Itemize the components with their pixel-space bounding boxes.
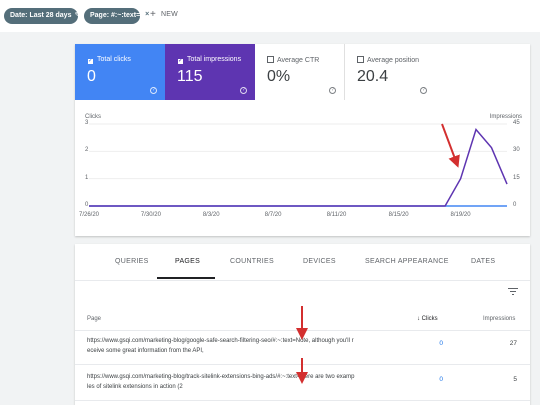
help-icon[interactable]: ? <box>329 87 336 94</box>
performance-chart <box>89 123 508 207</box>
divider <box>75 364 530 365</box>
metric-total-clicks[interactable]: ✓ Total clicks 0 ? <box>75 44 165 100</box>
left-axis-tick: 3 <box>85 120 89 126</box>
right-axis-tick: 0 <box>513 202 517 208</box>
new-filter-label: NEW <box>161 11 178 18</box>
performance-card: ✓ Total clicks 0 ? ✓ Total impressions 115… <box>75 44 530 236</box>
metric-average-position[interactable]: Average position 20.4 ? <box>345 44 435 100</box>
metric-label: Total impressions <box>187 56 242 63</box>
metric-value: 115 <box>177 68 203 85</box>
divider <box>75 280 530 281</box>
left-axis-tick: 0 <box>85 202 89 208</box>
clicks-cell: 0 <box>439 340 443 347</box>
date-filter-label: Date: Last 28 days <box>10 12 72 19</box>
page-filter-label: Page: #:~:text= <box>90 12 141 19</box>
sort-arrow-icon: ↓ <box>417 316 420 322</box>
filter-rows-icon[interactable] <box>508 288 518 296</box>
close-icon[interactable]: × <box>143 11 152 20</box>
help-icon[interactable]: ? <box>420 87 427 94</box>
tab-devices[interactable]: DEVICES <box>303 258 336 265</box>
page-url-line: les of sitelink extensions in action (2 <box>87 384 183 390</box>
tab-countries[interactable]: COUNTRIES <box>230 258 274 265</box>
metric-label: Average CTR <box>277 57 320 64</box>
edit-icon[interactable]: ✎ <box>74 12 81 19</box>
tab-queries[interactable]: QUERIES <box>115 258 149 265</box>
metric-value: 20.4 <box>357 68 389 85</box>
plus-icon: + <box>150 9 157 20</box>
right-axis-title: Impressions <box>489 114 522 120</box>
divider <box>75 330 530 331</box>
tab-dates[interactable]: DATES <box>471 258 496 265</box>
left-axis-title: Clicks <box>85 114 101 120</box>
filter-bar: Date: Last 28 days ✎ Page: #:~:text= × + NE… <box>0 0 540 32</box>
x-axis-tick: 8/7/20 <box>264 212 282 218</box>
checkbox-checked-icon[interactable]: ✓ <box>177 58 184 65</box>
page-url-line: https://www.gsqi.com/marketing-blog/goog… <box>87 338 354 344</box>
impressions-cell: 27 <box>509 340 517 347</box>
checkbox-checked-icon[interactable]: ✓ <box>87 58 94 65</box>
x-axis-tick: 8/19/20 <box>450 212 471 218</box>
metric-value: 0 <box>87 68 96 85</box>
clicks-cell: 0 <box>439 376 443 383</box>
page-url-cell[interactable]: https://www.gsqi.com/marketing-blog/trac… <box>87 372 387 392</box>
date-filter-chip[interactable]: Date: Last 28 days ✎ <box>4 8 81 24</box>
column-header-clicks[interactable]: ↓ Clicks <box>417 316 438 322</box>
x-axis-tick: 8/11/20 <box>326 212 347 218</box>
metric-total-impressions[interactable]: ✓ Total impressions 115 ? <box>165 44 255 100</box>
impressions-cell: 5 <box>513 376 517 383</box>
checkbox-empty-icon[interactable] <box>267 56 274 63</box>
active-tab-indicator <box>157 277 215 279</box>
x-axis-tick: 8/15/20 <box>388 212 409 218</box>
right-axis-tick: 15 <box>513 174 520 181</box>
checkbox-empty-icon[interactable] <box>357 56 364 63</box>
column-header-page[interactable]: Page <box>87 316 102 322</box>
dimension-table-card: QUERIES PAGES COUNTRIES DEVICES SEARCH A… <box>75 244 530 405</box>
page-filter-chip[interactable]: Page: #:~:text= × <box>84 8 152 24</box>
metric-label: Total clicks <box>97 56 131 63</box>
page-url-line: eceive some great information from the A… <box>87 348 204 354</box>
dimension-tabs: QUERIES PAGES COUNTRIES DEVICES SEARCH A… <box>75 244 530 280</box>
right-axis-tick: 45 <box>513 120 520 126</box>
page-url-cell[interactable]: https://www.gsqi.com/marketing-blog/goog… <box>87 336 387 356</box>
column-header-impressions[interactable]: Impressions <box>483 316 516 322</box>
page-url-line: https://www.gsqi.com/marketing-blog/trac… <box>87 374 355 380</box>
divider <box>75 400 530 401</box>
metric-average-ctr[interactable]: Average CTR 0% ? <box>255 44 345 100</box>
x-axis-tick: 7/30/20 <box>140 212 161 218</box>
metric-label: Average position <box>367 57 420 64</box>
right-axis-tick: 30 <box>513 147 520 154</box>
tab-search-appearance[interactable]: SEARCH APPEARANCE <box>365 258 449 265</box>
tab-pages[interactable]: PAGES <box>175 258 201 265</box>
left-axis-tick: 1 <box>85 174 89 181</box>
left-axis-tick: 2 <box>85 147 89 154</box>
impressions-series-line <box>89 127 508 207</box>
x-axis-tick: 8/3/20 <box>202 212 220 218</box>
help-icon[interactable]: ? <box>240 87 247 94</box>
help-icon[interactable]: ? <box>150 87 157 94</box>
column-header-clicks-label: Clicks <box>421 316 438 322</box>
x-axis-tick: 7/26/20 <box>79 212 100 218</box>
new-filter-button[interactable]: + NEW <box>150 9 178 20</box>
metric-value: 0% <box>267 68 291 85</box>
